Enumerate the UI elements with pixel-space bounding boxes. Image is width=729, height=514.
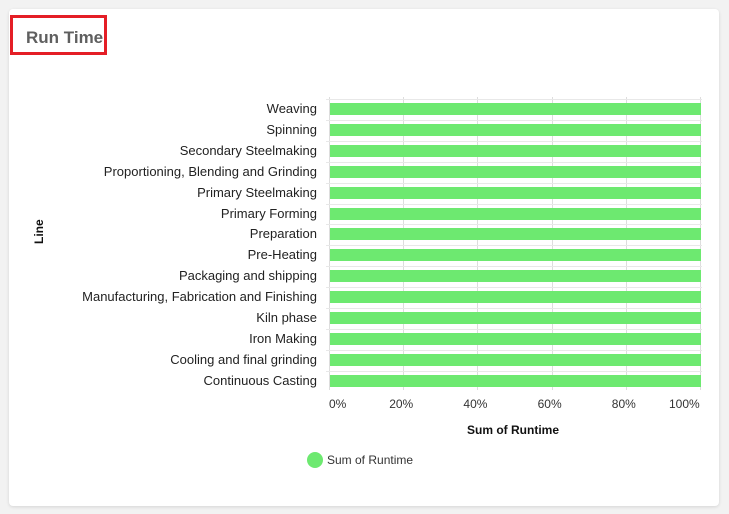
y-axis-label: Line: [32, 219, 46, 244]
row-gridline: [326, 266, 702, 268]
category-label: Spinning: [266, 121, 317, 137]
bar[interactable]: [330, 249, 701, 262]
x-tick-label: 40%: [463, 397, 488, 411]
bar[interactable]: [330, 332, 701, 345]
bar[interactable]: [330, 165, 701, 178]
category-label: Continuous Casting: [203, 372, 317, 388]
gridline: [625, 97, 627, 390]
category-label: Cooling and final grinding: [170, 351, 317, 367]
row-gridline: [326, 308, 702, 309]
category-label: Pre-Heating: [247, 247, 317, 263]
x-tick-label: 60%: [537, 397, 562, 411]
category-label: Preparation: [249, 226, 317, 242]
bar[interactable]: [330, 228, 701, 241]
row-gridline: [326, 224, 702, 226]
bar[interactable]: [330, 186, 701, 199]
x-tick-label: 80%: [611, 397, 636, 411]
category-label: Proportioning, Blending and Grinding: [103, 163, 317, 179]
x-axis-label: Sum of Runtime: [467, 423, 559, 437]
category-label: Iron Making: [249, 330, 317, 346]
category-label: Primary Forming: [220, 205, 317, 221]
bar[interactable]: [330, 144, 701, 157]
category-label: Packaging and shipping: [178, 268, 317, 284]
row-gridline: [326, 99, 702, 100]
legend-marker-icon: [307, 452, 323, 468]
gridline: [551, 97, 553, 390]
category-label: Secondary Steelmaking: [179, 142, 317, 158]
bar[interactable]: [330, 270, 701, 283]
row-gridline: [326, 182, 702, 184]
row-gridline: [326, 287, 702, 289]
category-label: Weaving: [266, 101, 317, 116]
category-label: Manufacturing, Fabrication and Finishing: [82, 289, 317, 305]
legend-label: Sum of Runtime: [327, 453, 414, 467]
bar[interactable]: [330, 353, 701, 366]
category-label: Primary Steelmaking: [197, 184, 317, 200]
chart-title: Run Time: [26, 28, 104, 47]
gridline: [403, 97, 405, 390]
category-label: Kiln phase: [256, 310, 317, 325]
row-gridline: [326, 140, 702, 142]
row-gridline: [326, 119, 702, 121]
row-gridline: [326, 245, 702, 247]
bar[interactable]: [330, 291, 701, 304]
bar[interactable]: [330, 123, 701, 136]
x-tick-label: 0%: [329, 397, 347, 411]
gridline: [329, 97, 330, 390]
legend[interactable]: Sum of Runtime: [307, 452, 413, 468]
bar[interactable]: [330, 312, 701, 324]
row-gridline: [326, 203, 702, 205]
gridline: [477, 97, 479, 390]
title-highlight-box: [10, 15, 107, 55]
row-gridline: [326, 161, 702, 163]
bar[interactable]: [330, 207, 701, 220]
gridline: [700, 97, 701, 390]
bar[interactable]: [330, 374, 701, 387]
row-gridline: [326, 349, 702, 351]
bar[interactable]: [330, 103, 701, 115]
x-tick-label: 20%: [389, 397, 414, 411]
row-gridline: [326, 328, 702, 330]
row-gridline: [326, 370, 702, 372]
x-tick-label: 100%: [669, 397, 700, 411]
